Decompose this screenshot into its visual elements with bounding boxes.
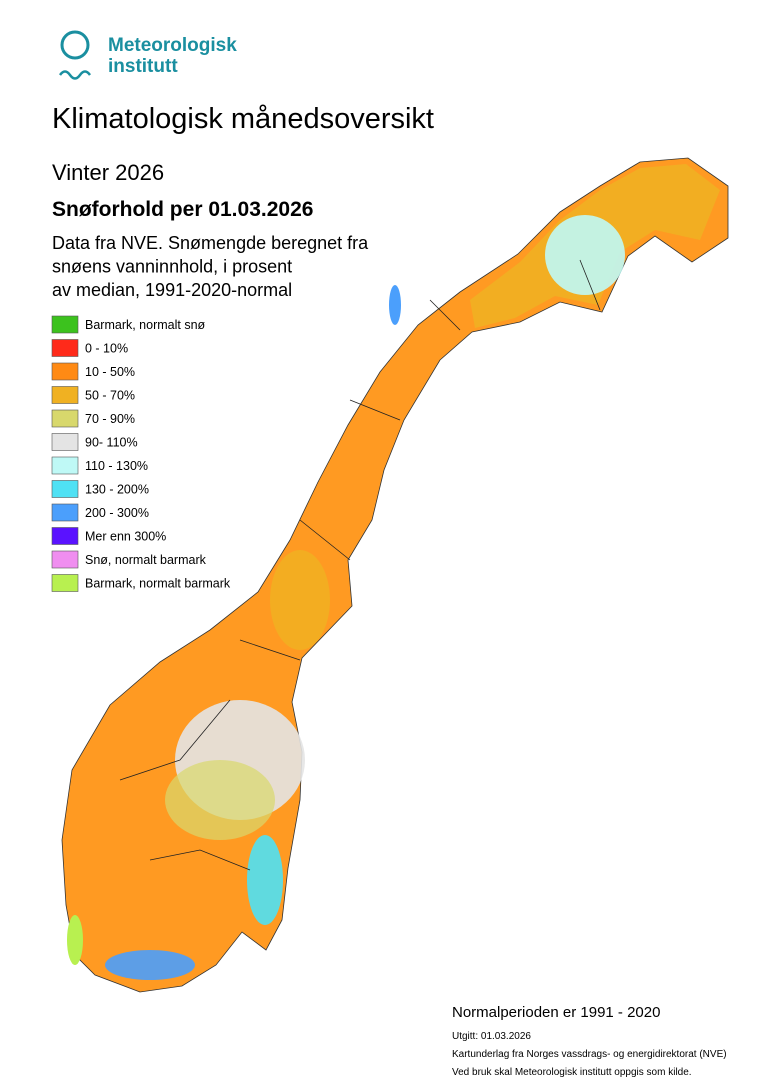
legend-label: Mer enn 300% — [85, 530, 166, 544]
legend-label: 90- 110% — [85, 436, 138, 450]
legend-swatch — [51, 315, 79, 334]
region — [247, 835, 283, 925]
region — [389, 285, 401, 325]
logo-wave — [58, 70, 92, 80]
footer-note: Kartunderlag fra Norges vassdrags- og en… — [452, 1049, 727, 1060]
legend-label: Snø, normalt barmark — [85, 553, 207, 567]
description-line: av median, 1991-2020-normal — [52, 280, 292, 300]
legend-label: 110 - 130% — [85, 459, 148, 473]
legend-swatch — [51, 456, 79, 475]
description-line: snøens vanninnhold, i prosent — [52, 257, 292, 277]
legend-swatch — [51, 480, 79, 498]
legend-label: 200 - 300% — [85, 506, 149, 520]
region — [270, 550, 330, 650]
region — [545, 215, 625, 295]
legend-label: Barmark, normalt barmark — [85, 577, 231, 591]
legend-swatch — [51, 409, 79, 428]
title: Klimatologisk månedsoversikt — [52, 103, 434, 135]
footer-note: Ved bruk skal Meteorologisk institutt op… — [452, 1067, 692, 1078]
legend-swatch — [51, 362, 79, 381]
map — [61, 157, 729, 993]
legend-label: 130 - 200% — [85, 483, 149, 497]
logo-text: Meteorologisk — [108, 35, 237, 56]
legend-swatch — [51, 527, 79, 545]
legend-swatch — [51, 386, 79, 404]
region — [165, 760, 275, 840]
legend: Barmark, normalt snø 0 - 10% 10 - 50% 50 - … — [51, 315, 231, 592]
region — [67, 915, 83, 965]
legend-label: 70 - 90% — [85, 412, 135, 426]
legend-label: 50 - 70% — [85, 389, 135, 403]
region — [105, 950, 195, 980]
county-border — [119, 259, 601, 871]
normal-period: Normalperioden er 1991 - 2020 — [452, 1004, 660, 1021]
footer-notes: Utgitt: 01.03.2026 Kartunderlag fra Norge… — [452, 1031, 727, 1078]
logo: Meteorologisk institutt — [58, 30, 237, 80]
season: Vinter 2026 — [52, 160, 164, 185]
legend-swatch — [51, 550, 79, 569]
heading: Snøforhold per 01.03.2026 — [52, 198, 313, 221]
legend-label: Barmark, normalt snø — [85, 318, 206, 332]
description-line: Data fra NVE. Snømengde beregnet fra — [52, 233, 369, 253]
legend-label: 0 - 10% — [85, 342, 128, 356]
footer-note: Utgitt: 01.03.2026 — [452, 1031, 531, 1042]
legend-swatch — [51, 339, 79, 357]
description: Data fra NVE. Snømengde beregnet fra snøe… — [52, 233, 369, 300]
logo-text: institutt — [108, 56, 178, 77]
legend-label: 10 - 50% — [85, 365, 135, 379]
logo-circle — [60, 30, 90, 60]
legend-swatch — [51, 574, 79, 592]
legend-swatch — [51, 503, 79, 522]
legend-swatch — [51, 433, 79, 451]
